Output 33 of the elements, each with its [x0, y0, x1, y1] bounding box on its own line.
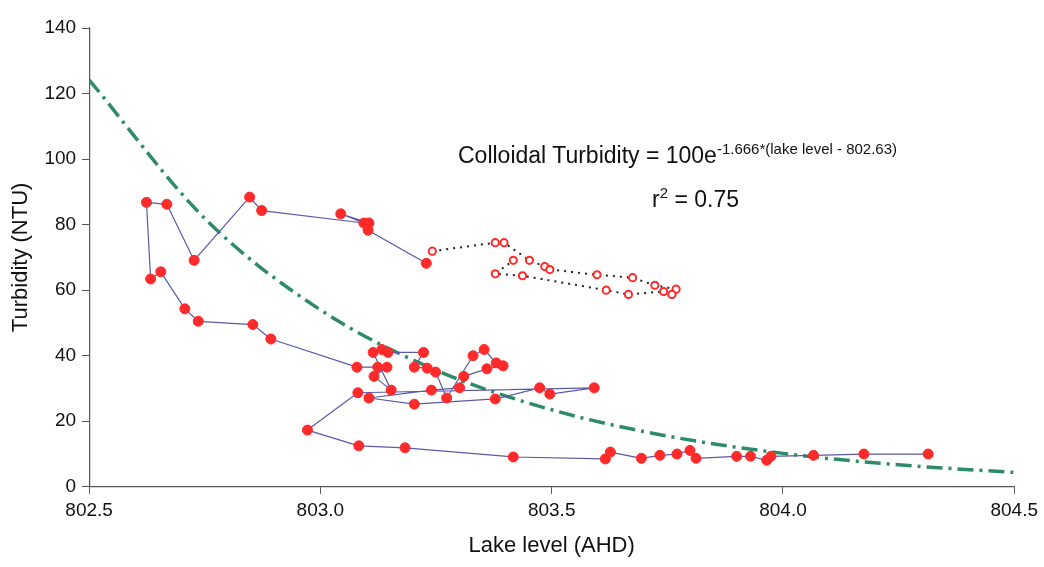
annotation: Colloidal Turbidity = 100e$^{-1.666*(lake level - 802.63)}$ — [458, 140, 898, 169]
x-tick-label: 803.0 — [296, 499, 345, 521]
point — [628, 273, 638, 283]
point — [592, 270, 602, 280]
x-axis-title: Lake level (AHD) — [468, 531, 635, 557]
x-tick-label: 802.5 — [65, 499, 113, 521]
point — [545, 264, 555, 275]
annotation: r$^{2}$ = 0.75 — [652, 184, 739, 213]
y-tick-label: 80 — [54, 212, 77, 234]
y-tick-label: 100 — [44, 147, 77, 169]
point — [490, 238, 500, 248]
y-tick-label: 20 — [54, 409, 77, 431]
line-series — [89, 78, 1015, 475]
y-tick-label: 140 — [44, 16, 77, 38]
x-tick-label: 804.0 — [759, 499, 807, 521]
point — [517, 271, 528, 281]
point — [667, 289, 677, 300]
y-tick-label: 120 — [44, 81, 77, 103]
point — [659, 286, 669, 297]
point — [623, 289, 634, 300]
y-axis-title: Turbidity (NTU) — [7, 182, 33, 333]
point — [508, 255, 518, 265]
point — [601, 285, 611, 295]
y-tick-label: 60 — [54, 278, 77, 300]
y-tick-label: 0 — [65, 475, 77, 497]
y-tick-label: 40 — [54, 343, 77, 365]
point — [499, 238, 509, 248]
point — [650, 280, 660, 290]
point — [524, 255, 535, 265]
x-tick-label: 803.5 — [527, 499, 576, 521]
x-tick-label: 804.5 — [990, 499, 1038, 521]
point — [427, 246, 437, 256]
point — [490, 269, 500, 279]
